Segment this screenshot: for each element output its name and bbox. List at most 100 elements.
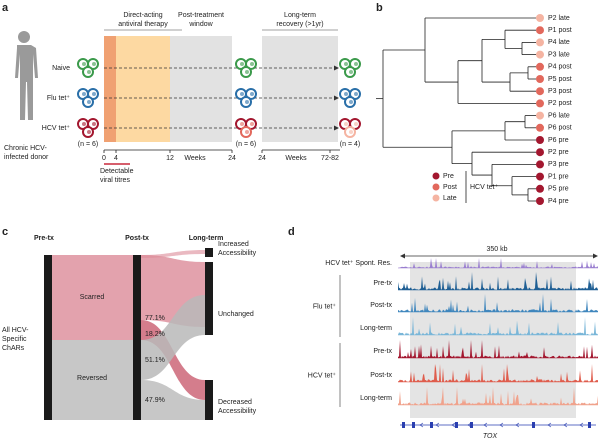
- donor-silhouette: [15, 31, 38, 120]
- leaf-label: P3 pre: [548, 161, 569, 168]
- cell-nucleus: [92, 92, 96, 96]
- cell-nucleus: [240, 62, 244, 66]
- column-header: Pre-tx: [34, 235, 54, 242]
- legend-dot: [432, 194, 440, 202]
- group-label: Reversed: [77, 375, 107, 382]
- cell-nucleus: [245, 100, 249, 104]
- cell-nucleus: [240, 92, 244, 96]
- track-label: Pre-tx: [373, 280, 392, 287]
- percent-label: 47.9%: [145, 397, 165, 404]
- leaf-dot: [536, 75, 544, 83]
- column-header: Long-term: [189, 235, 224, 242]
- cell-nucleus: [344, 92, 348, 96]
- leaf-dot: [536, 50, 544, 59]
- phase-band: [116, 36, 170, 142]
- flow: [141, 250, 205, 258]
- panel-label: d: [288, 226, 295, 238]
- donor-label: infected donor: [4, 154, 49, 161]
- leaf-dot: [536, 184, 544, 193]
- leaf-label: P4 post: [548, 64, 572, 71]
- percent-label: 77.1%: [145, 315, 165, 322]
- cell-nucleus: [250, 122, 254, 126]
- leaf-label: P2 pre: [548, 149, 569, 156]
- tick-label: 4: [114, 155, 118, 162]
- legend-dot: [432, 172, 440, 180]
- flow: [52, 340, 133, 420]
- arrow-head: [334, 95, 339, 101]
- cell-nucleus: [344, 122, 348, 126]
- gene-label: TOX: [483, 433, 498, 440]
- phase-title: antiviral therapy: [118, 21, 168, 28]
- strand-arrow: [515, 422, 520, 428]
- leaf-label: P3 late: [548, 51, 570, 58]
- strand-arrow: [579, 422, 584, 428]
- viral-label: Detectable: [100, 168, 134, 175]
- phase-title: window: [188, 21, 213, 28]
- leaf-label: P4 pre: [548, 198, 569, 205]
- leaf-label: P6 pre: [548, 137, 569, 144]
- leaf-dot: [536, 14, 544, 22]
- legend-label: Post: [443, 184, 457, 191]
- phase-band: [170, 36, 232, 142]
- signal-track: [398, 294, 598, 312]
- row-label: Naive: [52, 65, 70, 72]
- group-label: Flu tet⁺: [313, 303, 336, 310]
- percent-label: 18.2%: [145, 331, 165, 338]
- leaf-dot: [536, 38, 544, 47]
- leaf-dot: [536, 172, 544, 181]
- outcome-label: Accessibility: [218, 408, 257, 415]
- cell-nucleus: [92, 62, 96, 66]
- row-label: Flu tet⁺: [47, 95, 70, 102]
- cell-nucleus: [87, 100, 91, 104]
- leaf-label: P5 post: [548, 76, 572, 83]
- node-bar: [133, 255, 141, 420]
- leaf-label: P2 late: [548, 15, 570, 22]
- viral-label: viral titres: [100, 177, 130, 184]
- group-label: Scarred: [80, 294, 105, 301]
- leaf-dot: [536, 148, 544, 157]
- source-label: Specific: [2, 336, 27, 343]
- source-label: All HCV-: [2, 327, 29, 334]
- track-label: HCV tet⁺ Spont. Res.: [325, 260, 392, 267]
- strand-arrow: [419, 422, 424, 428]
- outcome-label: Accessibility: [218, 250, 257, 257]
- phase-band: [104, 36, 116, 142]
- exon: [532, 422, 535, 428]
- track-label: Long-term: [360, 395, 392, 402]
- cell-nucleus: [92, 122, 96, 126]
- tick-label: 72-82: [321, 155, 339, 162]
- phase-title: recovery (>1yr): [276, 21, 323, 28]
- arrow-head: [334, 125, 339, 131]
- exon: [430, 422, 433, 428]
- legend-dot: [432, 183, 440, 191]
- arrow-head: [334, 65, 339, 71]
- track-label: Post-tx: [370, 372, 392, 379]
- cell-nucleus: [250, 92, 254, 96]
- node-bar: [205, 380, 213, 420]
- cell-nucleus: [354, 122, 358, 126]
- panel-label: c: [2, 226, 8, 238]
- track-label: Pre-tx: [373, 348, 392, 355]
- flow: [141, 380, 205, 420]
- leaf-label: P6 late: [548, 112, 570, 119]
- phase-title: Post-treatment: [178, 12, 224, 19]
- flow: [141, 295, 205, 380]
- leaf-dot: [536, 160, 544, 169]
- sample-size: (n = 4): [340, 141, 360, 148]
- leaf-label: P5 pre: [548, 186, 569, 193]
- track-label: Post-tx: [370, 302, 392, 309]
- axis-unit: Weeks: [285, 155, 307, 162]
- track-label: Long-term: [360, 325, 392, 332]
- cell-nucleus: [349, 100, 353, 104]
- leaf-label: P2 post: [548, 100, 572, 107]
- tick-label: 12: [166, 155, 174, 162]
- node-bar: [44, 255, 52, 420]
- strand-arrow: [531, 422, 536, 428]
- leaf-dot: [536, 197, 544, 205]
- cell-nucleus: [349, 70, 353, 74]
- cell-nucleus: [82, 92, 86, 96]
- cell-nucleus: [245, 130, 249, 134]
- outcome-label: Unchanged: [218, 311, 254, 318]
- leaf-label: P3 post: [548, 88, 572, 95]
